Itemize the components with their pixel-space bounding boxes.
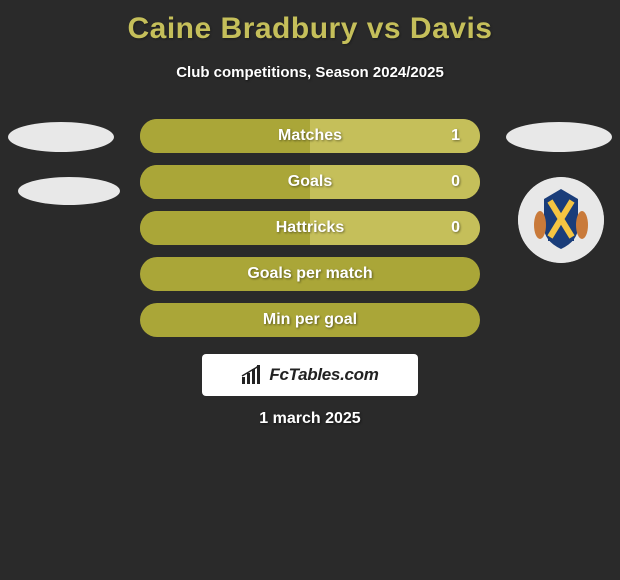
stat-label: Goals	[288, 173, 332, 191]
stat-value-right: 0	[451, 219, 460, 237]
stat-row-gpm: Goals per match	[140, 257, 480, 291]
stat-label: Matches	[278, 127, 342, 145]
stat-value-right: 0	[451, 173, 460, 191]
stat-row-goals: Goals 0	[140, 165, 480, 199]
left-club-badge	[18, 177, 120, 205]
stat-label: Min per goal	[263, 311, 357, 329]
stat-row-matches: Matches 1	[140, 119, 480, 153]
stat-row-mpg: Min per goal	[140, 303, 480, 337]
right-player-badge	[506, 122, 612, 152]
bars-icon	[241, 365, 263, 385]
page-title: Caine Bradbury vs Davis	[0, 0, 620, 46]
stat-bars: Matches 1 Goals 0 Hattricks 0 Goals per …	[140, 119, 480, 349]
infographic-container: Caine Bradbury vs Davis Club competition…	[0, 0, 620, 580]
subtitle: Club competitions, Season 2024/2025	[0, 64, 620, 81]
stat-value-right: 1	[451, 127, 460, 145]
right-club-crest	[518, 177, 604, 263]
stat-row-hattricks: Hattricks 0	[140, 211, 480, 245]
footer-date: 1 march 2025	[0, 410, 620, 428]
stat-label: Hattricks	[276, 219, 344, 237]
brand-badge[interactable]: FcTables.com	[202, 354, 418, 396]
stat-label: Goals per match	[247, 265, 372, 283]
brand-text: FcTables.com	[269, 365, 378, 385]
left-player-badge	[8, 122, 114, 152]
